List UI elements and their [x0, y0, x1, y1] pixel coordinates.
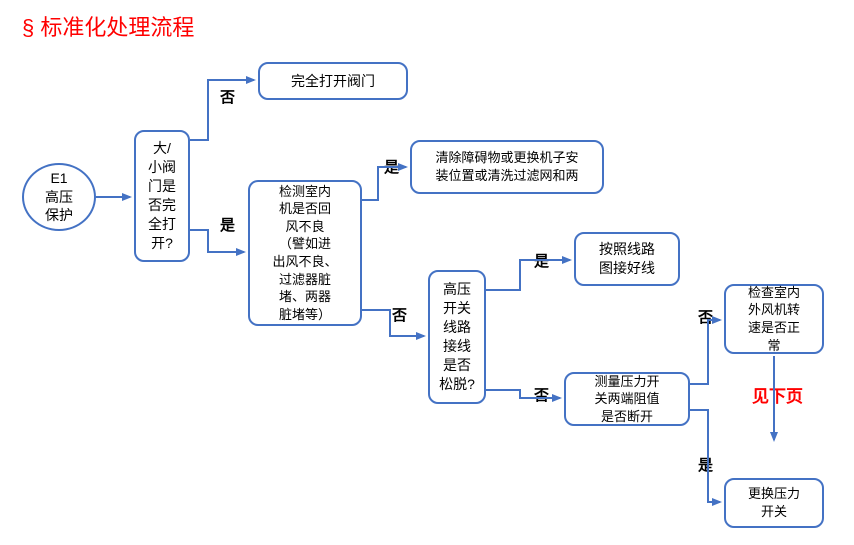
edge-label-1: 否: [220, 86, 235, 107]
arrow-valve-indoor: [190, 230, 244, 252]
edge-label-7: 否: [698, 306, 713, 327]
node-clean: 清除障碍物或更换机子安装位置或清洗过滤网和两: [410, 140, 604, 194]
node-indoor-text: 检测室内机是否回风不良（譬如进出风不良、过滤器脏堵、两器脏堵等）: [272, 183, 337, 323]
edge-label-6: 否: [534, 384, 549, 405]
node-replace-text: 更换压力开关: [748, 485, 800, 520]
edge-label-2: 是: [220, 214, 235, 235]
node-wire-text: 按照线路图接好线: [599, 240, 655, 278]
node-clean-text: 清除障碍物或更换机子安装位置或清洗过滤网和两: [435, 149, 578, 184]
node-valve-text: 大/小阀门是否完全打开?: [148, 139, 176, 252]
arrow-hpswitch-wire: [486, 260, 570, 290]
node-replace-switch: 更换压力开关: [724, 478, 824, 528]
edge-label-3: 是: [384, 156, 399, 177]
arrow-measure-fan: [690, 320, 720, 384]
edge-label-8: 是: [698, 454, 713, 475]
node-fan-text: 检查室内外风机转速是否正常: [748, 284, 800, 354]
node-start-text: E1高压保护: [45, 169, 73, 226]
edge-label-5: 是: [534, 250, 549, 271]
edge-label-4: 否: [392, 304, 407, 325]
node-measure-text: 测量压力开关两端阻值是否断开: [594, 373, 659, 426]
node-wire: 按照线路图接好线: [574, 232, 680, 286]
node-hpswitch-text: 高压开关线路接线是否松脱?: [439, 280, 475, 393]
next-page-link: 见下页: [752, 382, 803, 407]
node-hp-switch: 高压开关线路接线是否松脱?: [428, 270, 486, 404]
node-indoor-check: 检测室内机是否回风不良（譬如进出风不良、过滤器脏堵、两器脏堵等）: [248, 180, 362, 326]
node-valve: 大/小阀门是否完全打开?: [134, 130, 190, 262]
arrows-layer: [0, 0, 854, 545]
node-open-valve: 完全打开阀门: [258, 62, 408, 100]
page-title: § 标准化处理流程: [22, 10, 194, 42]
node-fan-check: 检查室内外风机转速是否正常: [724, 284, 824, 354]
node-measure: 测量压力开关两端阻值是否断开: [564, 372, 690, 426]
node-start: E1高压保护: [22, 163, 96, 231]
node-open-text: 完全打开阀门: [291, 72, 375, 91]
